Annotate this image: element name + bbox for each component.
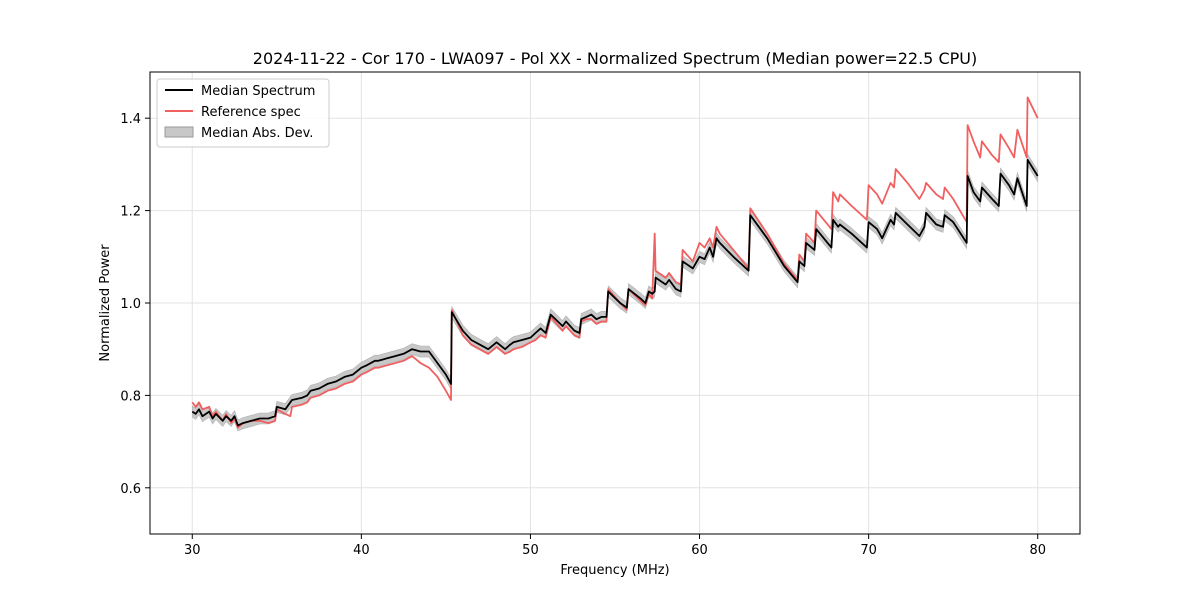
x-axis-ticks: 30 40 50 60 70 80 <box>184 534 1046 558</box>
x-tick-label: 40 <box>353 543 370 558</box>
x-tick-label: 60 <box>691 543 708 558</box>
x-tick-label: 70 <box>860 543 877 558</box>
y-tick-label: 1.2 <box>120 205 141 220</box>
plot-area <box>191 96 1039 432</box>
x-tick-label: 50 <box>522 543 539 558</box>
chart-title: 2024-11-22 - Cor 170 - LWA097 - Pol XX -… <box>253 49 977 68</box>
legend: Median Spectrum Reference spec Median Ab… <box>156 78 330 148</box>
y-tick-label: 0.8 <box>120 389 141 404</box>
legend-median-label: Median Spectrum <box>201 84 315 99</box>
y-axis-ticks: 0.6 0.8 1.0 1.2 1.4 <box>120 112 150 497</box>
y-tick-label: 1.4 <box>120 112 141 127</box>
y-tick-label: 1.0 <box>120 297 141 312</box>
x-axis-label: Frequency (MHz) <box>560 563 669 578</box>
x-tick-label: 80 <box>1029 543 1046 558</box>
y-axis-label: Normalized Power <box>98 244 113 362</box>
y-tick-label: 0.6 <box>120 482 141 497</box>
legend-reference-label: Reference spec <box>201 105 301 120</box>
x-tick-label: 30 <box>184 543 201 558</box>
median-spectrum-line <box>191 158 1039 427</box>
legend-box <box>156 78 330 148</box>
legend-mad-label: Median Abs. Dev. <box>201 126 313 141</box>
legend-mad-swatch <box>164 126 194 138</box>
